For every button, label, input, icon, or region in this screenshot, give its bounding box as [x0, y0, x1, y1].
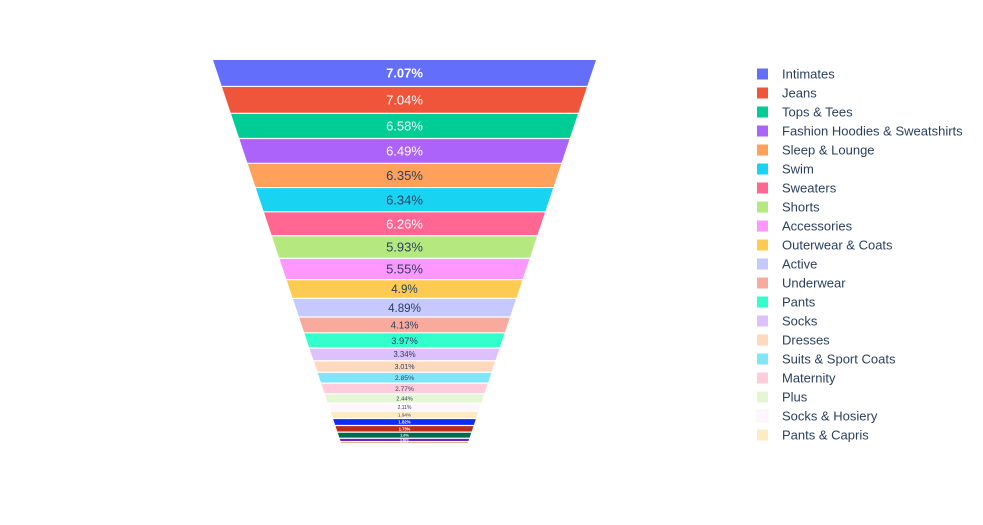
legend-label[interactable]: Sleep & Lounge [782, 143, 875, 158]
funnel-slice[interactable] [309, 348, 500, 361]
funnel-slice[interactable] [330, 411, 479, 418]
slice-percent-label: 2.77% [395, 386, 414, 393]
legend-label[interactable]: Socks & Hosiery [782, 409, 878, 424]
funnel-slice[interactable] [337, 432, 472, 438]
legend-swatch[interactable] [757, 258, 768, 270]
slice-percent-label: 5.55% [386, 262, 423, 277]
funnel-slice[interactable] [340, 442, 469, 443]
slice-percent-label: 6.58% [386, 119, 423, 134]
legend-label[interactable]: Maternity [782, 371, 836, 386]
slice-percent-label: 2.44% [396, 396, 412, 402]
legend-label[interactable]: Underwear [782, 276, 846, 291]
funnel-slice[interactable] [321, 383, 488, 394]
legend-swatch[interactable] [757, 144, 768, 156]
legend-swatch[interactable] [757, 372, 768, 384]
slice-percent-label: 6.26% [386, 216, 423, 231]
funnel-slice[interactable] [313, 361, 496, 372]
slice-percent-label: 1.73% [399, 426, 411, 431]
legend-label[interactable]: Tops & Tees [782, 105, 853, 120]
slice-percent-label: 0.46% [400, 441, 409, 445]
legend-label[interactable]: Intimates [782, 67, 835, 82]
legend-label[interactable]: Dresses [782, 333, 830, 348]
slice-percent-label: 6.35% [386, 168, 423, 183]
legend-swatch[interactable] [757, 277, 768, 289]
slice-percent-label: 4.89% [388, 302, 421, 315]
legend-swatch[interactable] [757, 334, 768, 346]
funnel-slice[interactable] [299, 317, 510, 333]
legend-label[interactable]: Plus [782, 390, 808, 405]
funnel-slice[interactable] [247, 163, 562, 187]
legend: Intimates Jeans Tops & Tees Fashion Hoodies… [756, 67, 963, 443]
legend-swatch[interactable] [757, 391, 768, 403]
legend-swatch[interactable] [756, 410, 769, 422]
legend-label[interactable]: Sweaters [782, 181, 837, 196]
slice-percent-label: 1.94% [398, 413, 411, 418]
funnel-slice[interactable] [328, 403, 481, 411]
legend-swatch[interactable] [757, 125, 768, 137]
legend-swatch[interactable] [757, 315, 768, 327]
slice-percent-label: 1.6% [400, 434, 409, 438]
funnel-slice[interactable] [286, 280, 523, 298]
legend-swatch[interactable] [757, 429, 768, 441]
slice-percent-label: 4.13% [391, 320, 419, 331]
legend-swatch[interactable] [757, 182, 768, 194]
legend-swatch[interactable] [757, 296, 768, 308]
legend-label[interactable]: Socks [782, 314, 818, 329]
slice-percent-label: 7.07% [386, 66, 423, 81]
slice-percent-label: 5.93% [386, 240, 423, 255]
legend-swatch[interactable] [757, 239, 768, 251]
slice-percent-label: 3.97% [391, 335, 418, 346]
funnel-area: 7.07% 7.04% 6.58% 6.49% 6.35% 6.34% 6.26% 5.93%… [213, 60, 596, 445]
legend-label[interactable]: Swim [782, 162, 814, 177]
funnel-slice[interactable] [239, 139, 570, 163]
slice-percent-label: 4.9% [391, 283, 417, 296]
slice-percent-label: 6.34% [386, 192, 423, 207]
funnel-slice[interactable] [222, 87, 587, 113]
funnel-slice[interactable] [213, 60, 596, 86]
legend-swatch[interactable] [757, 220, 768, 232]
legend-swatch[interactable] [757, 201, 768, 213]
slice-percent-label: 3.01% [394, 363, 415, 371]
legend-swatch[interactable] [757, 106, 768, 118]
legend-label[interactable]: Pants & Capris [782, 428, 869, 443]
funnel-slice[interactable] [255, 188, 554, 212]
legend-label[interactable]: Pants [782, 295, 816, 310]
legend-swatch[interactable] [757, 68, 768, 80]
funnel-slice[interactable] [339, 438, 470, 442]
slice-percent-label: 2.85% [395, 375, 414, 382]
funnel-slice[interactable] [263, 212, 546, 236]
slice-percent-label: 7.04% [386, 93, 423, 108]
funnel-slice[interactable] [279, 258, 530, 280]
slice-percent-label: 3.34% [393, 350, 415, 359]
funnel-slice[interactable] [304, 333, 505, 348]
funnel-slice[interactable] [272, 236, 537, 258]
funnel-slice[interactable] [324, 394, 485, 403]
legend-label[interactable]: Active [782, 257, 817, 272]
slice-percent-label: 2.11% [398, 405, 412, 411]
slice-percent-label: 0.89% [400, 438, 409, 442]
legend-label[interactable]: Fashion Hoodies & Sweatshirts [782, 124, 963, 139]
legend-label[interactable]: Shorts [782, 200, 820, 215]
slice-percent-label: 6.49% [386, 144, 423, 159]
funnel-slice[interactable] [292, 298, 517, 317]
funnel-slice[interactable] [335, 426, 474, 432]
legend-label[interactable]: Outerwear & Coats [782, 238, 893, 253]
funnel-slice[interactable] [231, 113, 578, 138]
legend-swatch[interactable] [757, 163, 768, 175]
slice-percent-label: 1.82% [398, 420, 410, 425]
funnel-slice[interactable] [333, 419, 476, 425]
legend-swatch[interactable] [757, 353, 768, 365]
legend-swatch[interactable] [757, 87, 768, 99]
funnel-slice[interactable] [317, 372, 492, 383]
legend-label[interactable]: Suits & Sport Coats [782, 352, 896, 367]
legend-label[interactable]: Jeans [782, 86, 817, 101]
legend-label[interactable]: Accessories [782, 219, 853, 234]
